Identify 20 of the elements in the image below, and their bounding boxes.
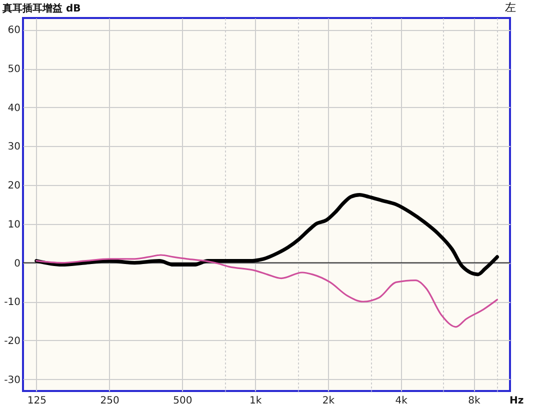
y-tick-label: 30 xyxy=(8,142,20,153)
y-tick-label: 40 xyxy=(8,102,20,114)
y-tick-label: 20 xyxy=(8,180,20,192)
y-tick-label: 60 xyxy=(8,25,20,36)
y-axis-title: 真耳插耳增益 dB xyxy=(2,2,81,14)
x-tick-label: 500 xyxy=(173,396,192,406)
y-tick-label: -20 xyxy=(4,336,20,347)
x-tick-label: 2k xyxy=(322,396,335,406)
y-tick-label: 0 xyxy=(14,258,20,270)
y-tick-label: 50 xyxy=(8,64,20,76)
x-tick-label: 125 xyxy=(27,396,46,406)
x-tick-label: 1k xyxy=(249,396,262,406)
y-tick-label: -30 xyxy=(4,374,20,386)
x-tick-label: 8k xyxy=(468,396,480,406)
y-tick-label: -10 xyxy=(4,297,20,308)
x-tick-label: 250 xyxy=(100,396,120,406)
x-axis-title: Hz xyxy=(510,396,524,406)
y-tick-label: 10 xyxy=(8,219,20,230)
x-tick-label: 4k xyxy=(395,396,408,406)
text: 左 xyxy=(505,1,516,14)
